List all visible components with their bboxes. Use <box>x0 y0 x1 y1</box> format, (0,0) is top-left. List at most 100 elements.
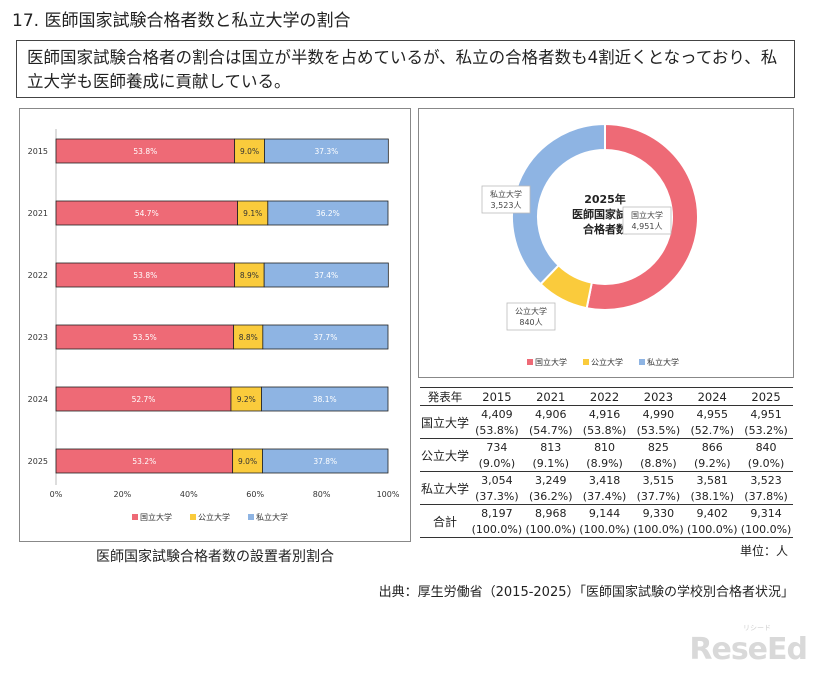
table-row: 私立大学 3,054 3,249 3,418 3,515 3,581 3,523 <box>420 471 793 505</box>
slice-callout-box <box>622 206 672 235</box>
bar-data-label: 9.0% <box>240 147 259 156</box>
x-tick-label: 20% <box>114 490 132 499</box>
table-row: 合計 8,197 8,968 9,144 9,330 9,402 9,314 <box>420 504 793 538</box>
table-percent-cell: (100.0%) <box>577 521 632 538</box>
donut-center-text: 医師国家試験 <box>572 207 639 221</box>
donut-slice <box>585 122 699 311</box>
legend-entry: 公立大学 <box>198 512 230 522</box>
bar-segment <box>55 386 232 412</box>
legend-swatch <box>639 359 645 365</box>
table-percent-cell: (8.8%) <box>631 455 686 472</box>
table-value-cell: 8,968 <box>523 504 578 521</box>
slice-value-label: 4,951人 <box>632 222 663 231</box>
table-percent-cell: (54.7%) <box>523 422 578 439</box>
bar-segment <box>264 138 389 164</box>
bar-data-label: 8.8% <box>239 333 258 342</box>
slice-value-label: 3,523人 <box>491 201 522 210</box>
table-value-cell: 9,330 <box>631 504 686 521</box>
table-value-cell: 9,402 <box>685 504 740 521</box>
category-label: 2025 <box>28 457 48 466</box>
table-value-cell: 4,955 <box>696 407 728 421</box>
bar-segment <box>55 448 234 474</box>
table-percent-cell: (37.4%) <box>577 488 632 505</box>
legend-entry: 公立大学 <box>591 357 623 367</box>
table-value-cell: 3,581 <box>696 473 728 487</box>
table-percent-cell: (100.0%) <box>631 521 686 538</box>
table-percent-cell: (38.1%) <box>685 488 740 505</box>
table-value-cell: 4,951 <box>750 407 782 421</box>
table-header-cell: 発表年 <box>420 387 470 406</box>
data-table: 発表年 2015 2021 2022 2023 2024 2025 国立大学 4,… <box>420 387 793 538</box>
table-value-cell: 3,249 <box>534 473 567 487</box>
bar-segment <box>262 324 389 350</box>
table-row: (53.8%) (54.7%) (53.8%) (53.5%) (52.7%) (53.2… <box>420 422 793 439</box>
donut-slice <box>511 122 606 286</box>
table-row: 国立大学 4,409 4,906 4,916 4,990 4,955 4,951 <box>420 405 793 439</box>
table-value-cell: 9,144 <box>577 504 632 521</box>
x-tick-label: 100% <box>377 490 400 499</box>
table-percent-cell: (53.8%) <box>470 422 524 439</box>
table-value-cell: 3,418 <box>588 473 621 487</box>
table-row: 公立大学 734 813 810 825 866 840 <box>420 438 793 472</box>
donut-center-text: 合格者数 <box>583 222 628 236</box>
table-percent-cell: (100.0%) <box>470 521 524 538</box>
logo-subtext: リシード <box>743 624 771 632</box>
donut-chart-panel: 2025年 医師国家試験 合格者数 国立大学 4,951人 公立大学 840人 私立大学 3,5… <box>418 108 794 378</box>
table-row: (9.0%) (9.1%) (8.9%) (8.8%) (9.2%) (9.0%) <box>420 455 793 472</box>
bar-data-label: 9.1% <box>243 209 262 218</box>
x-tick-label: 80% <box>313 490 331 499</box>
slice-callout-box <box>481 185 531 214</box>
bar-segment <box>262 448 389 474</box>
table-percent-cell: (53.8%) <box>577 422 632 439</box>
table-value-cell: 840 <box>755 440 777 454</box>
bar-segment <box>55 324 235 350</box>
legend-entry: 国立大学 <box>535 357 567 367</box>
table-percent-cell: (9.2%) <box>685 455 740 472</box>
table-value-cell: 4,990 <box>642 407 675 421</box>
donut-center-text: 2025年 <box>584 192 626 206</box>
table-value-cell: 4,916 <box>588 407 621 421</box>
table-header-cell: 2023 <box>631 387 686 406</box>
table-header-cell: 2024 <box>685 387 740 406</box>
legend-entry: 私立大学 <box>256 512 288 522</box>
table-percent-cell: (52.7%) <box>685 422 740 439</box>
resed-logo: ReseEd <box>689 632 808 667</box>
table-percent-cell: (9.0%) <box>470 455 524 472</box>
bar-segment <box>234 138 265 164</box>
table-percent-cell: (37.8%) <box>739 488 793 505</box>
row-header: 合計 <box>420 504 470 538</box>
bar-segment <box>233 324 264 350</box>
table-value-cell: 9,314 <box>739 504 793 521</box>
slice-category-label: 国立大学 <box>631 210 663 220</box>
table-value-cell: 3,523 <box>750 473 782 487</box>
bar-data-label: 52.7% <box>132 395 156 404</box>
table-value-cell: 8,197 <box>470 504 524 521</box>
bar-segment <box>230 386 262 412</box>
table-row: (37.3%) (36.2%) (37.4%) (37.7%) (38.1%) (37.8… <box>420 488 793 505</box>
bar-data-label: 9.0% <box>238 457 257 466</box>
table-value-cell: 866 <box>701 440 723 454</box>
table-percent-cell: (36.2%) <box>523 488 578 505</box>
legend-entry: 私立大学 <box>647 357 679 367</box>
category-label: 2023 <box>28 333 48 342</box>
table-percent-cell: (100.0%) <box>739 521 793 538</box>
x-tick-label: 60% <box>246 490 264 499</box>
page-title: 17. 医師国家試験合格者数と私立大学の割合 <box>12 11 351 31</box>
table-row: (100.0%) (100.0%) (100.0%) (100.0%) (100.0%)… <box>420 521 793 538</box>
legend-swatch <box>527 359 533 365</box>
slice-category-label: 私立大学 <box>490 189 522 199</box>
table-value-cell: 4,409 <box>481 407 513 421</box>
legend-swatch <box>248 514 254 520</box>
table-value-cell: 3,515 <box>642 473 675 487</box>
summary-box: 医師国家試験合格者の割合は国立が半数を占めているが、私立の合格者数も4割近くとな… <box>16 40 795 98</box>
x-tick-label: 0% <box>50 490 63 499</box>
table-value-cell: 4,906 <box>534 407 567 421</box>
table-header-cell: 2022 <box>577 387 632 406</box>
row-header: 私立大学 <box>420 471 470 505</box>
row-header: 公立大学 <box>420 438 470 472</box>
bar-chart-caption: 医師国家試験合格者数の設置者別割合 <box>96 549 334 565</box>
table-percent-cell: (53.5%) <box>631 422 686 439</box>
row-header: 国立大学 <box>420 405 470 439</box>
table-value-cell: 734 <box>486 440 508 454</box>
table-percent-cell: (9.0%) <box>739 455 793 472</box>
